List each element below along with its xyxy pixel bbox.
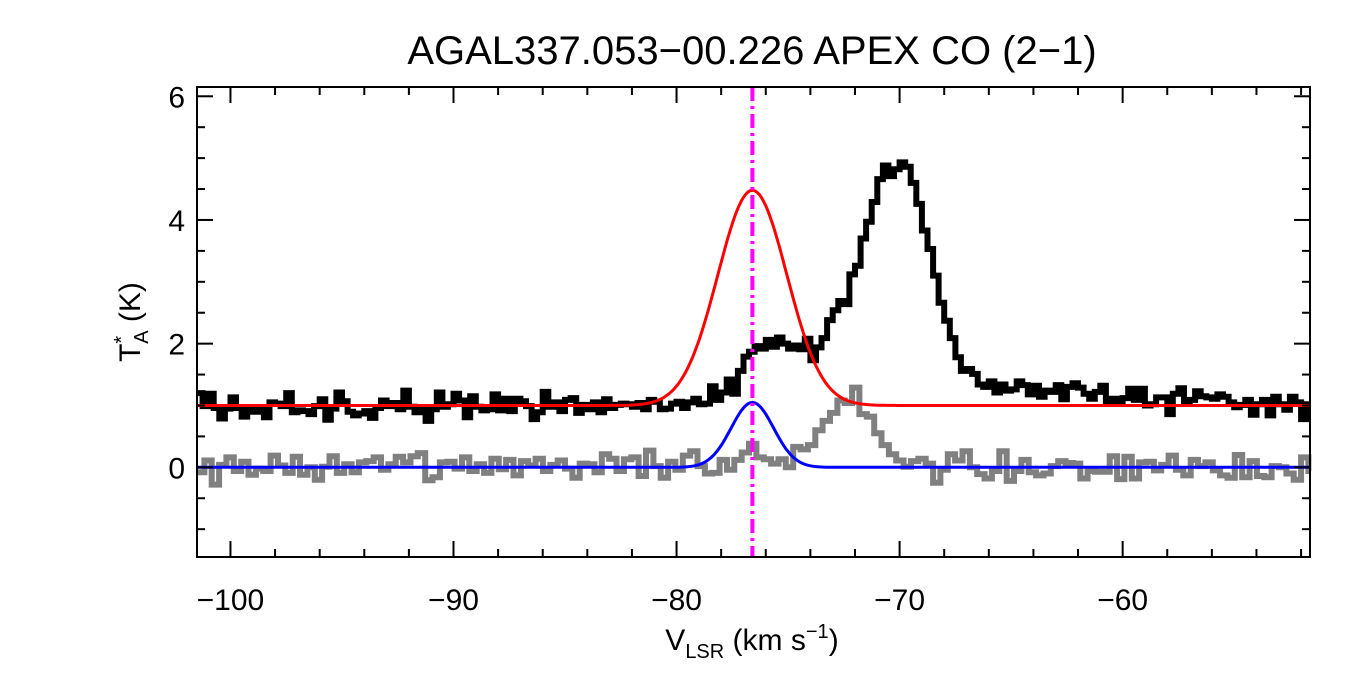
x-tick-label: −70	[874, 584, 925, 617]
plot-frame	[196, 86, 1311, 558]
x-axis-label: VLSR (km s−1)	[665, 621, 838, 663]
fit-curve-1	[197, 188, 1310, 407]
x-tick-label: −80	[651, 584, 702, 617]
plot-area	[197, 87, 1312, 557]
spectrum-trace-0	[197, 159, 1310, 424]
y-tick-label: 6	[168, 81, 185, 114]
x-tick-label: −60	[1097, 584, 1148, 617]
chart-title: AGAL337.053−00.226 APEX CO (2−1)	[407, 29, 1096, 73]
y-tick-label: 4	[168, 205, 185, 238]
y-tick-label: 2	[168, 329, 185, 362]
x-tick-label: −90	[428, 584, 479, 617]
fit-curve-3	[197, 400, 1310, 469]
axis-ticks: −100 −90 −80 −70 −60 0 2 4 6	[168, 81, 1310, 617]
spectrum-trace-2	[197, 384, 1312, 488]
x-tick-label: −100	[197, 584, 265, 617]
y-tick-label: 0	[168, 452, 185, 485]
y-axis-label: T*A (K)	[111, 282, 153, 362]
